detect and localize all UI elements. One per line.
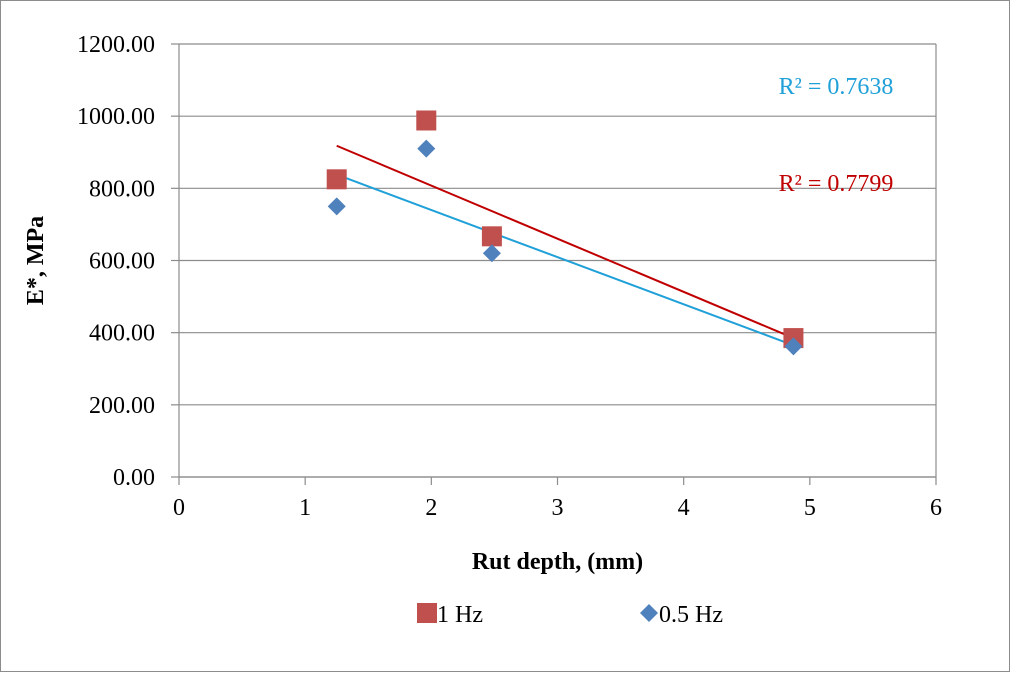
x-axis-title: Rut depth, (mm)	[472, 549, 643, 575]
data-point-0-5hz	[417, 139, 436, 158]
trendline-0-5hz	[336, 173, 794, 347]
x-tick-label: 5	[804, 495, 816, 521]
r2-label-0-5hz: R² = 0.7638	[779, 74, 894, 100]
trendline-1hz	[336, 144, 794, 340]
x-tick-label: 3	[552, 495, 564, 521]
y-tick-label: 0.00	[113, 465, 155, 491]
r2-label-1hz: R² = 0.7799	[779, 171, 894, 197]
data-point-0-5hz	[482, 244, 501, 263]
x-tick-label: 0	[173, 495, 185, 521]
legend-marker-0-5hz	[640, 604, 658, 622]
legend-label: 1 Hz	[437, 602, 483, 628]
x-tick-label: 1	[299, 495, 311, 521]
data-point-0-5hz	[327, 197, 346, 216]
y-tick-label: 1000.00	[77, 104, 155, 130]
y-axis-title: E*, MPa	[23, 216, 49, 305]
x-tick-label: 4	[678, 495, 690, 521]
y-tick-label: 600.00	[89, 249, 155, 275]
y-tick-label: 1200.00	[77, 32, 155, 58]
data-point-1hz	[326, 169, 347, 190]
y-tick-label: 800.00	[89, 176, 155, 202]
data-point-0-5hz	[784, 337, 803, 356]
x-tick-label: 2	[425, 495, 437, 521]
x-tick-label: 6	[930, 495, 942, 521]
legend-label: 0.5 Hz	[659, 602, 723, 628]
y-tick-label: 400.00	[89, 321, 155, 347]
data-point-1hz	[416, 110, 437, 131]
data-point-1hz	[481, 226, 502, 247]
legend-marker-1hz	[417, 603, 437, 623]
y-tick-label: 200.00	[89, 393, 155, 419]
